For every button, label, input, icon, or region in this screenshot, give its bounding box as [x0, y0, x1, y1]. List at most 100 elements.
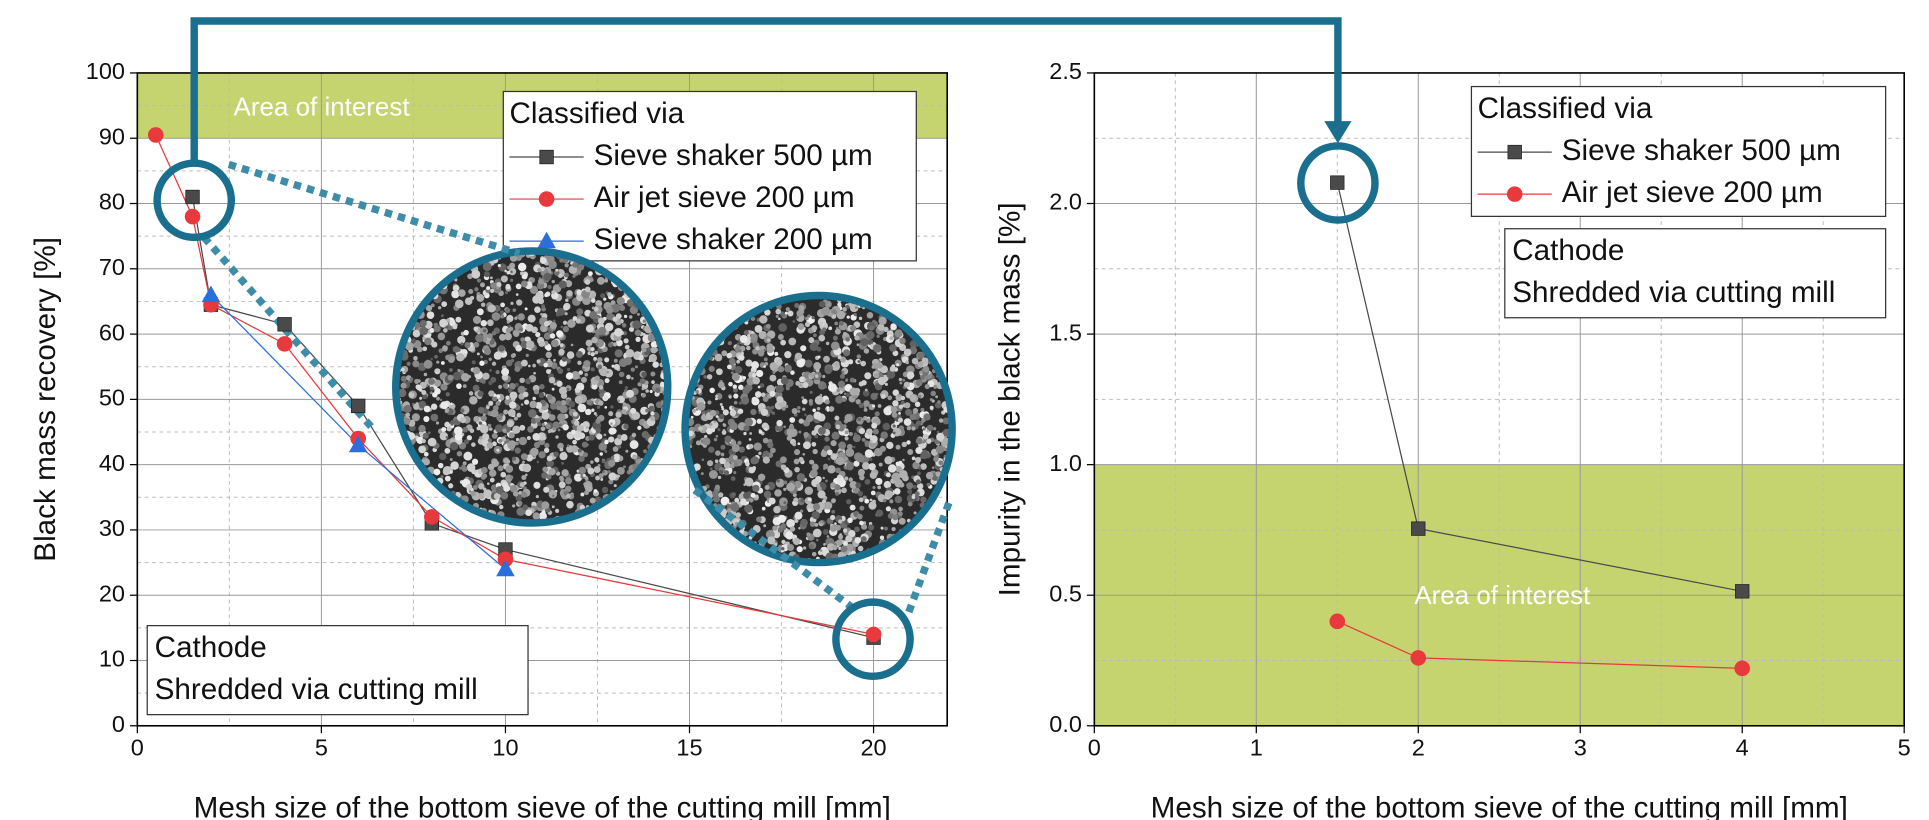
grain [541, 426, 546, 431]
grain [556, 330, 563, 337]
grain [453, 372, 462, 381]
grain [696, 328, 704, 336]
grain [898, 511, 903, 516]
grain [616, 263, 619, 266]
grain [594, 511, 597, 514]
grain [431, 304, 435, 308]
grain [413, 330, 421, 338]
data-point [278, 317, 292, 331]
grain [481, 303, 485, 307]
grain [409, 270, 413, 274]
grain [567, 444, 570, 447]
grain [743, 492, 750, 499]
grain [498, 385, 502, 389]
grain [879, 463, 883, 467]
grain [401, 376, 407, 382]
grain [878, 377, 886, 385]
grain [406, 308, 410, 312]
grain [406, 314, 410, 318]
grain [654, 499, 661, 506]
grain [535, 418, 540, 423]
grain [875, 411, 880, 416]
grain [450, 442, 458, 450]
grain [448, 375, 454, 381]
grain [789, 417, 795, 423]
grain [798, 431, 801, 434]
grain [630, 508, 639, 517]
grain [658, 266, 666, 274]
grain [591, 519, 600, 528]
grain [703, 530, 712, 539]
grain [781, 464, 787, 470]
grain [469, 391, 473, 395]
grain [930, 406, 934, 410]
grain [614, 328, 623, 337]
grain [709, 470, 718, 479]
grain [741, 294, 749, 302]
grain [565, 298, 569, 302]
grain [617, 520, 624, 527]
grain [630, 509, 634, 513]
grain [858, 546, 864, 552]
grain [417, 385, 422, 390]
grain [606, 307, 613, 314]
grain [812, 552, 817, 557]
grain [715, 317, 719, 321]
grain [528, 409, 537, 418]
grain [523, 464, 532, 473]
grain [428, 431, 431, 434]
grain [727, 308, 731, 312]
grain [697, 308, 706, 317]
grain [881, 394, 886, 399]
grain [424, 269, 432, 277]
grain [797, 473, 805, 481]
grain [633, 352, 639, 358]
grain [858, 491, 863, 496]
grain [750, 553, 754, 557]
grain [923, 366, 929, 372]
grain [842, 398, 846, 402]
grain [590, 347, 594, 351]
grain [857, 360, 860, 363]
grain [728, 382, 733, 387]
grain [423, 255, 426, 258]
grain [694, 351, 702, 359]
grain [871, 423, 877, 429]
grain [393, 254, 398, 259]
grain [492, 312, 501, 321]
grain [864, 441, 869, 446]
grain [608, 411, 613, 416]
grain [648, 406, 655, 413]
y-tick-label: 70 [99, 254, 125, 280]
grain [808, 497, 812, 501]
grain [810, 342, 819, 351]
grain [664, 303, 668, 307]
x-tick-label: 2 [1412, 734, 1425, 760]
grain [590, 460, 593, 463]
grain [654, 491, 660, 497]
grain [548, 260, 557, 269]
grain [720, 445, 725, 450]
grain [592, 517, 596, 521]
grain [431, 342, 437, 348]
grain [643, 277, 647, 281]
grain [550, 333, 555, 338]
grain [692, 350, 697, 355]
grain [889, 301, 897, 309]
grain [733, 393, 738, 398]
grain [930, 398, 933, 401]
grain [828, 458, 831, 461]
grain [813, 503, 820, 510]
grain [431, 404, 437, 410]
grain [571, 344, 574, 347]
grain [735, 544, 744, 553]
grain [876, 509, 883, 516]
grain [843, 332, 847, 336]
grain [759, 411, 762, 414]
grain [860, 361, 866, 367]
grain [862, 438, 866, 442]
grain [878, 404, 882, 408]
grain [576, 386, 579, 389]
grain [899, 382, 902, 385]
y-tick-label: 60 [99, 319, 125, 345]
